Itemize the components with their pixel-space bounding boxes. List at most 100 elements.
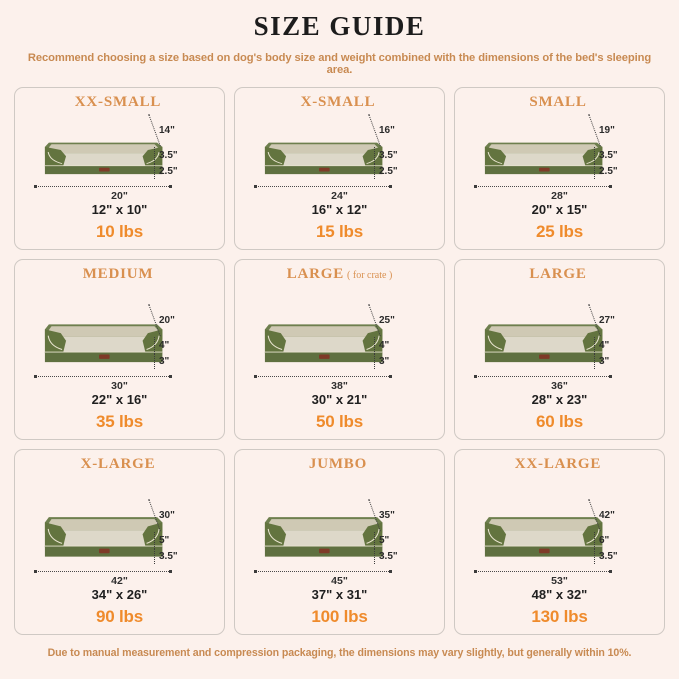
bed-sleeping-surface [269,530,381,547]
size-card-x-large-6[interactable]: X-LARGE [14,448,225,635]
dimension-bolster-height: 6" [584,532,656,550]
height-dimension-group: 42" 6" 3.5" [584,482,656,565]
sleeping-area-line: 12" x 10" [19,201,220,219]
bed-left-bolster [484,522,506,552]
dog-bed-svg [44,142,163,174]
sleeping-area-value: 22" x 16" [91,392,148,408]
bed-right-piping [146,335,160,351]
bed-left-piping [267,529,282,545]
size-card-medium-3[interactable]: MEDIUM [14,258,225,440]
dimension-value: 3" [599,356,610,368]
bed-illustration: 25" 4" 3" 38" [241,283,438,392]
dimension-value: 5" [159,535,170,547]
width-dimension-label: 53" [551,575,568,588]
weight-line: 60 lbs [459,410,660,434]
dimension-bolster-height: 3.5" [584,147,656,165]
size-card-title-text: SMALL [529,93,587,110]
weight-line: 130 lbs [459,605,660,629]
weight-line: 50 lbs [239,410,440,434]
page-subtitle: Recommend choosing a size based on dog's… [27,51,652,76]
size-card-xx-small-0[interactable]: XX-SMALL [14,86,225,250]
dimension-value: 4" [159,340,170,352]
dog-bed-svg [484,142,603,174]
bed-right-bolster [582,522,603,552]
dimension-bolster-height: 3.5" [364,147,436,165]
dimension-value: 3" [379,356,390,368]
size-card-large-5[interactable]: LARGE [454,258,665,440]
size-card-title: SMALL [455,94,664,111]
width-dimension-label: 24" [331,190,348,203]
sleeping-area-value: 16" x 12" [311,202,368,218]
size-card-title: XX-SMALL [15,94,224,111]
size-card-xx-large-8[interactable]: XX-LARGE [454,448,665,635]
dimension-overall-height: 30" [144,498,216,532]
size-card-small-2[interactable]: SMALL [454,86,665,250]
size-card-large-4[interactable]: LARGE( for crate ) [234,258,445,440]
dimension-value: 35" [379,509,395,521]
dimension-bolster-height: 5" [144,532,216,550]
bed-illustration: 42" 6" 3.5" 53" [461,473,658,588]
dimension-dots [594,532,596,550]
bed-left-piping [487,529,502,545]
dog-bed-svg [264,324,383,363]
size-card-stats: 48" x 32" 130 lbs [455,586,664,634]
dimension-value: 4" [379,340,390,352]
bed-left-bolster [44,329,66,358]
width-dimension-line [33,375,172,379]
bed-left-piping [487,335,502,351]
sleeping-area-value: 12" x 10" [91,202,148,218]
size-card-title-text: JUMBO [308,455,368,472]
bed-right-bolster [582,146,603,170]
bed-left-piping [47,335,62,351]
bed-left-bolster [264,329,286,358]
bed-illustration: 19" 3.5" 2.5" 28" [461,111,658,202]
width-dimension-label: 30" [111,380,128,393]
size-card-grid: XX-SMALL [14,86,665,635]
brand-tag-icon [318,167,330,172]
bed-right-bolster [362,329,383,358]
width-dimension-line [473,570,612,574]
dimension-value: 3" [159,356,170,368]
height-dimension-group: 27" 4" 3" [584,291,656,370]
dimension-dots [594,147,596,165]
bed-illustration: 27" 4" 3" 36" [461,283,658,393]
dimension-value: 3.5" [159,551,178,563]
height-dimension-group: 19" 3.5" 2.5" [584,113,656,180]
sleeping-area-value: 30" x 21" [311,392,368,408]
dimension-value: 3.5" [599,150,618,162]
size-card-stats: 20" x 15" 25 lbs [455,201,664,249]
sleeping-area-line: 34" x 26" [19,586,220,604]
weight-line: 10 lbs [19,220,220,244]
dimension-overall-height: 16" [364,113,436,147]
size-card-jumbo-7[interactable]: JUMBO [234,448,445,635]
weight-value: 130 lbs [531,606,588,626]
dimension-dots [154,164,156,180]
bed-right-piping [146,529,160,545]
sleeping-area-value: 37" x 31" [311,587,368,603]
size-card-x-small-1[interactable]: X-SMALL [234,86,445,250]
dog-bed-graphic [37,500,169,566]
sleeping-area-value: 20" x 15" [531,202,588,218]
size-card-stats: 34" x 26" 90 lbs [15,586,224,634]
size-card-stats: 16" x 12" 15 lbs [235,201,444,249]
dimension-value: 16" [379,124,395,136]
size-card-title-note: ( for crate ) [347,269,393,281]
brand-tag-icon [98,167,110,172]
bed-back-inner [48,326,158,338]
bed-right-piping [366,335,380,351]
size-card-title: XX-LARGE [455,456,664,473]
bed-left-bolster [44,522,66,552]
bed-left-bolster [484,329,506,358]
bed-right-piping [586,151,600,164]
bed-illustration: 14" 3.5" 2.5" 20" [21,111,218,202]
width-dimension-label: 36" [551,380,568,393]
height-dimension-group: 30" 5" 3.5" [144,482,216,565]
dimension-bolster-height: 3.5" [144,147,216,165]
dimension-dots [374,549,376,565]
dimension-value: 27" [599,314,615,326]
dimension-bolster-height: 4" [144,337,216,355]
brand-tag-icon [318,354,330,360]
dog-bed-graphic [37,129,169,181]
bed-sleeping-surface [49,152,161,166]
width-dimension-line [253,375,392,379]
